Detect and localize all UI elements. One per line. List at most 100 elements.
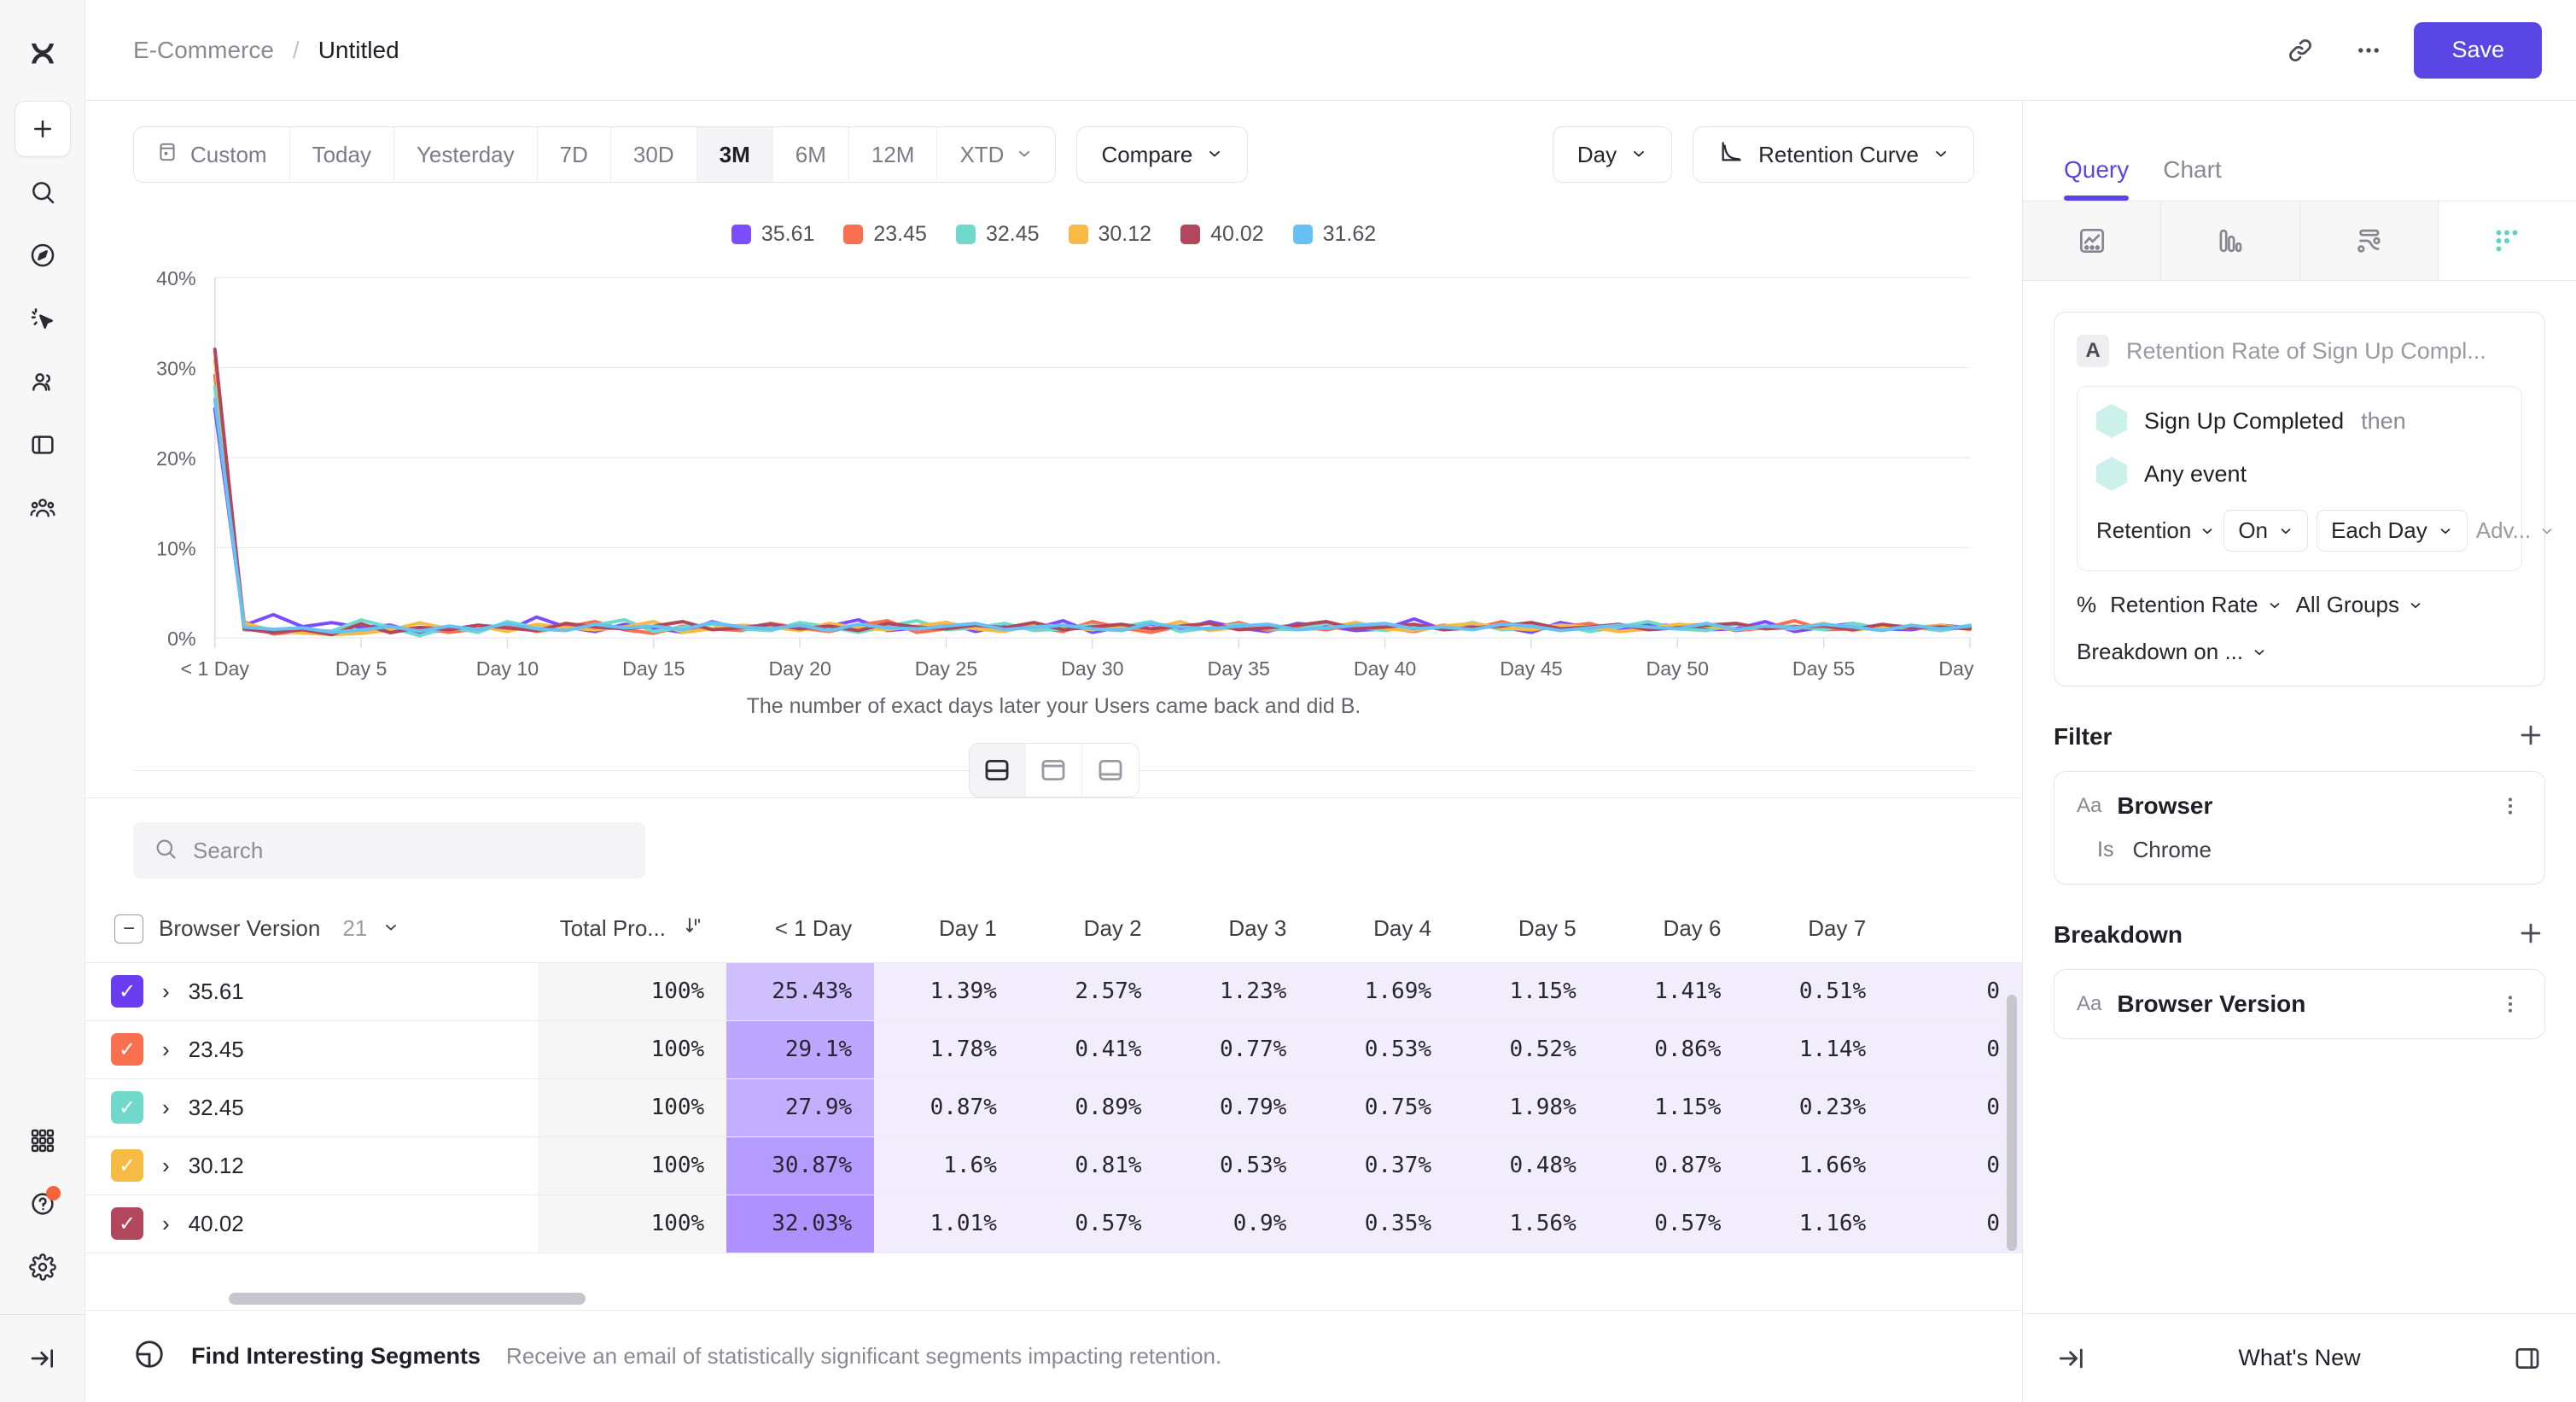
col-header-day-7[interactable]: Day 7 xyxy=(1743,896,1889,963)
date-range-3m[interactable]: 3M xyxy=(696,127,773,182)
collapse-panel-icon[interactable] xyxy=(2057,1344,2086,1373)
sidebar-item-cohorts[interactable] xyxy=(15,480,71,536)
table-row[interactable]: ✓ › 40.02 100% 32.03% 1.01% 0.57% 0.9% 0.35% 1.56… xyxy=(85,1195,2022,1253)
query-breakdown-selector[interactable]: Breakdown on ... xyxy=(2077,639,2267,665)
sidebar-item-users[interactable] xyxy=(15,353,71,410)
layout-panel-icon[interactable] xyxy=(2513,1344,2542,1373)
groups-selector[interactable]: All Groups xyxy=(2296,592,2423,618)
table-row[interactable]: ✓ › 30.12 100% 30.87% 1.6% 0.81% 0.53% 0.37% 0.48… xyxy=(85,1136,2022,1195)
sidebar-item-explore[interactable] xyxy=(15,227,71,283)
filter-condition[interactable]: Is Chrome xyxy=(2077,837,2522,863)
legend-item[interactable]: 35.61 xyxy=(731,222,814,247)
col-header-day-4[interactable]: Day 4 xyxy=(1308,896,1454,963)
sidebar-item-events[interactable] xyxy=(15,290,71,347)
kebab-menu-icon[interactable] xyxy=(2498,794,2522,818)
table-only-icon[interactable] xyxy=(1082,744,1139,797)
split-horizontal-icon[interactable] xyxy=(969,744,1026,797)
chart-line-35.61[interactable] xyxy=(213,406,1972,635)
sidebar-item-new[interactable] xyxy=(14,101,71,157)
save-button[interactable]: Save xyxy=(2414,21,2542,79)
table-scroll-region[interactable]: − Browser Version 21 xyxy=(85,896,2022,1310)
collapse-all-icon[interactable]: − xyxy=(114,914,143,943)
table-row[interactable]: ✓ › 35.61 100% 25.43% 1.39% 2.57% 1.23% 1.69% 1.1… xyxy=(85,962,2022,1021)
filter-item[interactable]: Aa Browser Is Chrome xyxy=(2054,771,2545,885)
query-event-a-row[interactable]: Sign Up Completed then xyxy=(2096,404,2503,438)
row-checkbox[interactable]: ✓ xyxy=(111,1091,143,1124)
metric-selector[interactable]: Retention Rate xyxy=(2110,592,2282,618)
chart-line-30.12[interactable] xyxy=(213,358,1972,637)
row-checkbox[interactable]: ✓ xyxy=(111,1033,143,1066)
chart-line-40.02[interactable] xyxy=(213,348,1972,637)
col-header-day-8[interactable] xyxy=(1888,896,2022,963)
col-header-day-0[interactable]: < 1 Day xyxy=(726,896,875,963)
table-horizontal-scrollbar[interactable] xyxy=(229,1293,2022,1305)
row-checkbox[interactable]: ✓ xyxy=(111,1207,143,1240)
expand-row-icon[interactable]: › xyxy=(162,1210,170,1236)
sidebar-expand-button[interactable] xyxy=(15,1330,71,1387)
expand-row-icon[interactable]: › xyxy=(162,1094,170,1120)
col-header-total[interactable]: Total Pro... xyxy=(537,896,727,963)
breadcrumb-project[interactable]: E-Commerce xyxy=(133,36,274,63)
legend-item[interactable]: 30.12 xyxy=(1068,222,1151,247)
col-header-breakdown[interactable]: − Browser Version 21 xyxy=(85,896,538,963)
advanced-selector[interactable]: Adv... xyxy=(2476,517,2556,544)
chevron-down-icon[interactable] xyxy=(382,915,399,942)
date-range-custom[interactable]: Custom xyxy=(134,127,290,182)
expand-row-icon[interactable]: › xyxy=(162,978,170,1004)
on-selector[interactable]: On xyxy=(2223,510,2308,552)
breakdown-item[interactable]: Aa Browser Version xyxy=(2054,969,2545,1039)
date-range-xtd[interactable]: XTD xyxy=(937,127,1055,182)
col-header-day-5[interactable]: Day 5 xyxy=(1454,896,1599,963)
each-day-selector[interactable]: Each Day xyxy=(2317,510,2468,552)
sidebar-item-apps[interactable] xyxy=(15,1113,71,1169)
col-header-day-6[interactable]: Day 6 xyxy=(1598,896,1744,963)
flows-icon[interactable] xyxy=(2299,202,2439,280)
expand-row-icon[interactable]: › xyxy=(162,1036,170,1062)
sidebar-item-search[interactable] xyxy=(15,164,71,220)
table-horizontal-scroll-thumb[interactable] xyxy=(229,1293,586,1305)
date-range-today[interactable]: Today xyxy=(290,127,394,182)
col-header-day-1[interactable]: Day 1 xyxy=(874,896,1019,963)
link-icon[interactable] xyxy=(2277,27,2323,73)
date-range-6m[interactable]: 6M xyxy=(773,127,849,182)
date-range-12m[interactable]: 12M xyxy=(849,127,938,182)
retention-icon[interactable] xyxy=(2438,202,2576,280)
chart-only-icon[interactable] xyxy=(1026,744,1082,797)
query-title[interactable]: Retention Rate of Sign Up Compl... xyxy=(2126,337,2486,364)
table-row[interactable]: ✓ › 23.45 100% 29.1% 1.78% 0.41% 0.77% 0.53% 0.52… xyxy=(85,1020,2022,1079)
table-row[interactable]: ✓ › 32.45 100% 27.9% 0.87% 0.89% 0.79% 0.75% 1.98… xyxy=(85,1078,2022,1137)
sidebar-item-help[interactable] xyxy=(15,1176,71,1232)
legend-item[interactable]: 40.02 xyxy=(1180,222,1264,247)
row-checkbox[interactable]: ✓ xyxy=(111,1149,143,1182)
sort-descending-icon[interactable] xyxy=(684,915,704,936)
date-range-7d[interactable]: 7D xyxy=(538,127,611,182)
tab-query[interactable]: Query xyxy=(2064,156,2130,201)
chart-type-selector[interactable]: Retention Curve xyxy=(1693,126,1974,183)
search-input-wrapper[interactable] xyxy=(133,822,645,879)
mixpanel-logo[interactable] xyxy=(0,0,85,101)
kebab-menu-icon[interactable] xyxy=(2498,992,2522,1016)
chart-line-31.62[interactable] xyxy=(213,397,1972,634)
chart-line-23.45[interactable] xyxy=(213,373,1972,636)
legend-item[interactable]: 32.45 xyxy=(955,222,1040,247)
date-range-yesterday[interactable]: Yesterday xyxy=(394,127,538,182)
legend-item[interactable]: 23.45 xyxy=(843,222,927,247)
insights-icon[interactable] xyxy=(2023,202,2162,280)
legend-item[interactable]: 31.62 xyxy=(1292,222,1376,247)
add-breakdown-button[interactable] xyxy=(2516,919,2545,950)
expand-row-icon[interactable]: › xyxy=(162,1152,170,1178)
row-checkbox[interactable]: ✓ xyxy=(111,975,143,1008)
compare-button[interactable]: Compare xyxy=(1076,126,1249,183)
retention-chart[interactable]: 0% 10% 20% 30% 40% < 1 Day Day 5 Day 10 Day 15 Da… xyxy=(133,262,1974,689)
chart-line-32.45[interactable] xyxy=(213,384,1972,638)
table-vertical-scrollbar[interactable] xyxy=(2007,995,2017,1251)
table-vertical-scroll-thumb[interactable] xyxy=(2007,995,2017,1251)
funnels-icon[interactable] xyxy=(2161,202,2300,280)
interval-selector[interactable]: Day xyxy=(1552,126,1673,183)
col-header-day-2[interactable]: Day 2 xyxy=(1018,896,1164,963)
date-range-30d[interactable]: 30D xyxy=(611,127,697,182)
segments-banner[interactable]: Find Interesting Segments Receive an ema… xyxy=(85,1310,2022,1402)
col-header-day-3[interactable]: Day 3 xyxy=(1163,896,1309,963)
search-input[interactable] xyxy=(193,837,625,864)
whats-new-label[interactable]: What's New xyxy=(2238,1345,2361,1370)
